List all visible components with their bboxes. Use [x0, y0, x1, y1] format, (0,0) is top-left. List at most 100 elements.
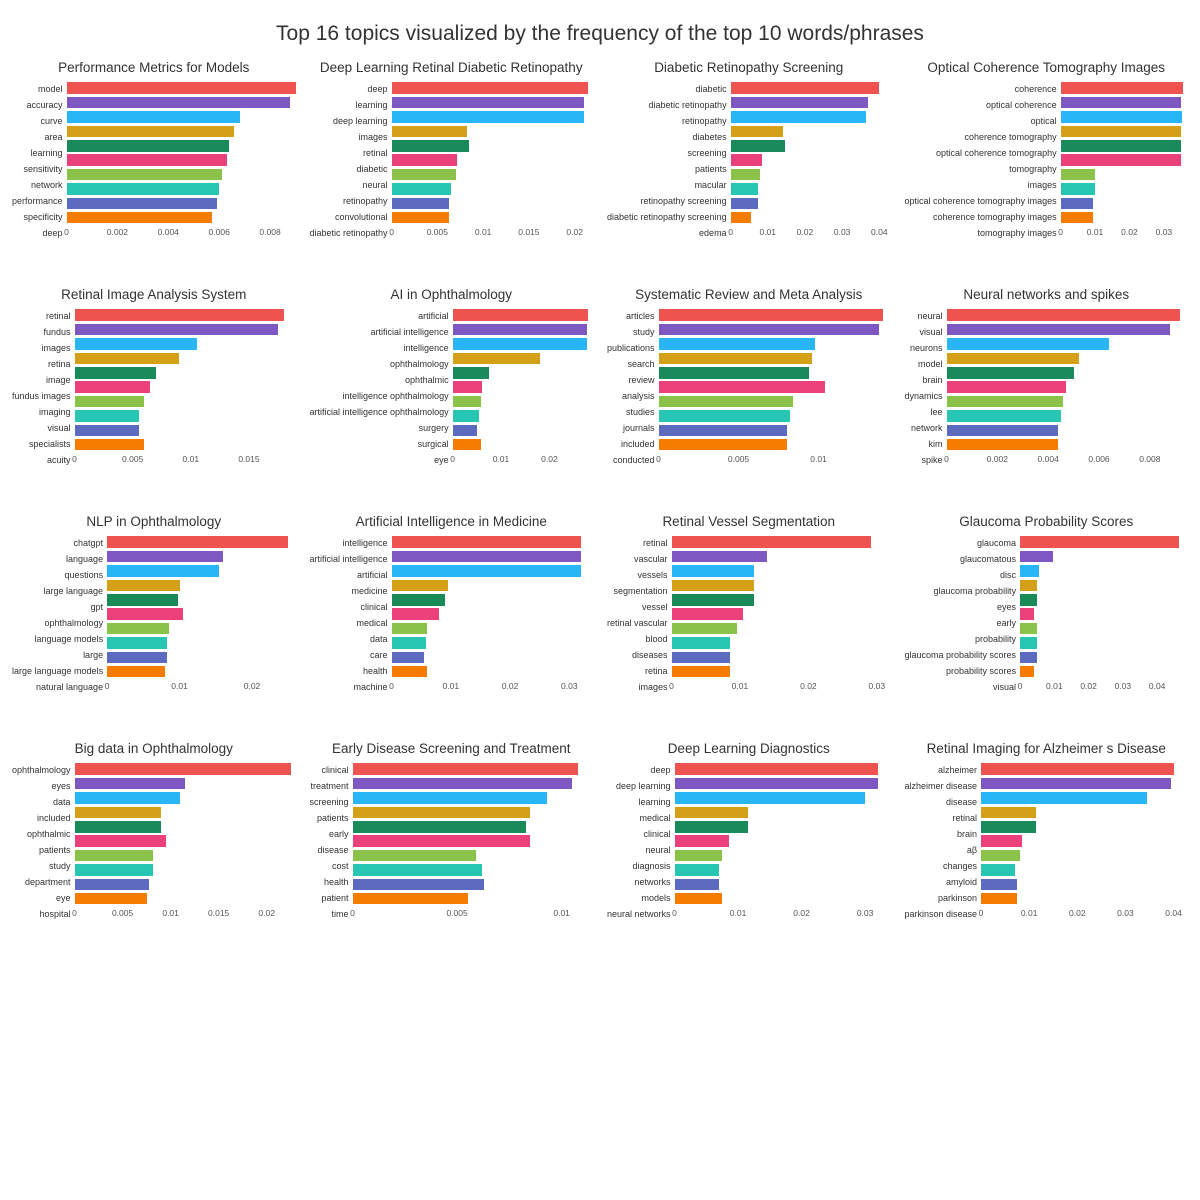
panel-title: Systematic Review and Meta Analysis [607, 287, 891, 302]
y-label: imaging [12, 408, 75, 417]
x-tick-label: 0.03 [1115, 681, 1132, 691]
plot-area: diabeticdiabetic retinopathyretinopathyd… [607, 81, 891, 241]
bar [675, 821, 748, 833]
x-tick-label: 0.01 [475, 227, 492, 237]
chart-panel: Retinal Imaging for Alzheimer s Diseasea… [905, 741, 1189, 922]
x-ticks: 00.010.020.030.04 [1020, 681, 1188, 695]
y-label: eye [310, 456, 453, 465]
bar-row [981, 805, 1188, 819]
y-label: curve [12, 117, 67, 126]
bar-row [107, 578, 295, 592]
y-label: screening [607, 149, 731, 158]
bars-wrapper: 00.010.020.030.04 [731, 81, 891, 241]
x-tick-label: 0.03 [869, 681, 886, 691]
panel-title: Retinal Vessel Segmentation [607, 514, 891, 529]
bar-row [75, 380, 296, 394]
bar [453, 324, 588, 336]
bars-wrapper: 00.0020.0040.0060.008 [67, 81, 296, 241]
bar-row [392, 549, 593, 563]
bar [1020, 608, 1034, 620]
y-label: clinical [310, 603, 392, 612]
y-label: glaucomatous [905, 555, 1021, 564]
bar-row [353, 892, 593, 906]
y-label: tomography [905, 165, 1061, 174]
bar-row [947, 366, 1188, 380]
bar-row [75, 762, 296, 776]
x-tick-label: 0.02 [793, 908, 810, 918]
y-label: optical coherence tomography [905, 149, 1061, 158]
bars-wrapper: 00.0050.010.015 [75, 308, 296, 468]
x-ticks: 00.0050.010.015 [75, 454, 296, 468]
bar [392, 637, 426, 649]
bars-wrapper: 00.0020.0040.0060.008 [947, 308, 1188, 468]
y-label: included [12, 814, 75, 823]
bar [659, 425, 787, 437]
x-tick-label: 0.04 [1149, 681, 1166, 691]
y-label: coherence tomography [905, 133, 1061, 142]
bar [353, 778, 573, 790]
x-tick-label: 0.02 [541, 454, 558, 464]
bar [107, 580, 179, 592]
y-label: deep learning [310, 117, 392, 126]
chart-panel: Performance Metrics for Modelsmodelaccur… [12, 60, 296, 241]
y-label: patients [607, 165, 731, 174]
y-labels: neuralvisualneuronsmodelbraindynamicslee… [905, 308, 947, 468]
y-label: included [607, 440, 659, 449]
bar [75, 850, 154, 862]
plot-area: retinalfundusimagesretinaimagefundus ima… [12, 308, 296, 468]
bar [981, 792, 1147, 804]
bar [672, 637, 730, 649]
bar [672, 565, 754, 577]
y-label: artificial intelligence ophthalmology [310, 408, 453, 417]
y-label: parkinson disease [905, 910, 982, 919]
bar [107, 652, 166, 664]
y-label: questions [12, 571, 107, 580]
y-labels: alzheimeralzheimer diseasediseaseretinal… [905, 762, 982, 922]
y-label: brain [905, 830, 982, 839]
y-label: spike [905, 456, 947, 465]
bar-row [731, 211, 891, 225]
bar-row [67, 211, 296, 225]
bar-row [672, 607, 891, 621]
bar [353, 864, 483, 876]
bar [947, 410, 1061, 422]
x-tick-label: 0 [656, 454, 661, 464]
chart-grid: Performance Metrics for Modelsmodelaccur… [12, 60, 1188, 922]
x-ticks: 00.0020.0040.0060.008 [67, 227, 296, 241]
y-label: macular [607, 181, 731, 190]
panel-title: Big data in Ophthalmology [12, 741, 296, 756]
y-label: neurons [905, 344, 947, 353]
y-label: eyes [905, 603, 1021, 612]
x-tick-label: 0.03 [834, 227, 851, 237]
y-label: acuity [12, 456, 75, 465]
bars-wrapper: 00.010.02 [453, 308, 593, 468]
x-axis: 00.010.02 [107, 681, 295, 695]
x-tick-label: 0.015 [208, 908, 229, 918]
bar-row [75, 409, 296, 423]
bar-row [672, 650, 891, 664]
bar [1020, 536, 1179, 548]
bars-area [731, 81, 891, 225]
bars-wrapper: 00.0050.01 [353, 762, 593, 922]
bars-wrapper: 00.010.02 [107, 535, 295, 695]
y-labels: intelligenceartificial intelligenceartif… [310, 535, 392, 695]
bar-row [453, 351, 593, 365]
y-label: articles [607, 312, 659, 321]
bar [75, 835, 166, 847]
y-label: specialists [12, 440, 75, 449]
y-label: patients [12, 846, 75, 855]
y-label: treatment [310, 782, 353, 791]
chart-panel: Artificial Intelligence in Medicineintel… [310, 514, 594, 695]
bar [75, 807, 161, 819]
bar [947, 338, 1110, 350]
bar-row [981, 848, 1188, 862]
bars-wrapper: 00.010.020.03 [675, 762, 891, 922]
x-tick-label: 0.002 [987, 454, 1008, 464]
bar-row [392, 124, 593, 138]
y-label: conducted [607, 456, 659, 465]
bar [731, 82, 880, 94]
bar [981, 821, 1036, 833]
bar [675, 835, 729, 847]
x-tick-label: 0 [105, 681, 110, 691]
bars-area [67, 81, 296, 225]
